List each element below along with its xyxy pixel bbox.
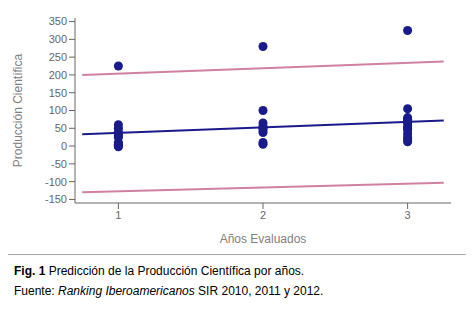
svg-text:50: 50	[55, 122, 67, 134]
svg-text:-100: -100	[45, 176, 67, 188]
svg-text:150: 150	[49, 87, 67, 99]
svg-text:-150: -150	[45, 193, 67, 205]
svg-text:300: 300	[49, 33, 67, 45]
svg-text:100: 100	[49, 104, 67, 116]
html-text:Fuente: Ranking Iberoamericano: Fuente: Ranking Iberoamericanos SIR 2010…	[14, 284, 324, 298]
svg-text:0: 0	[61, 140, 67, 152]
svg-text:Años Evaluados: Años Evaluados	[220, 232, 307, 246]
svg-text:350: 350	[49, 15, 67, 27]
svg-text:250: 250	[49, 51, 67, 63]
html-text:Fig. 1 Predicción de la Produc: Fig. 1 Predicción de la Producción Cient…	[14, 264, 305, 278]
svg-text:1: 1	[115, 209, 121, 221]
svg-text:2: 2	[260, 209, 266, 221]
svg-text:Producción Científica: Producción Científica	[11, 53, 25, 167]
svg-text:200: 200	[49, 69, 67, 81]
svg-text:3: 3	[405, 209, 411, 221]
svg-text:-50: -50	[51, 158, 67, 170]
